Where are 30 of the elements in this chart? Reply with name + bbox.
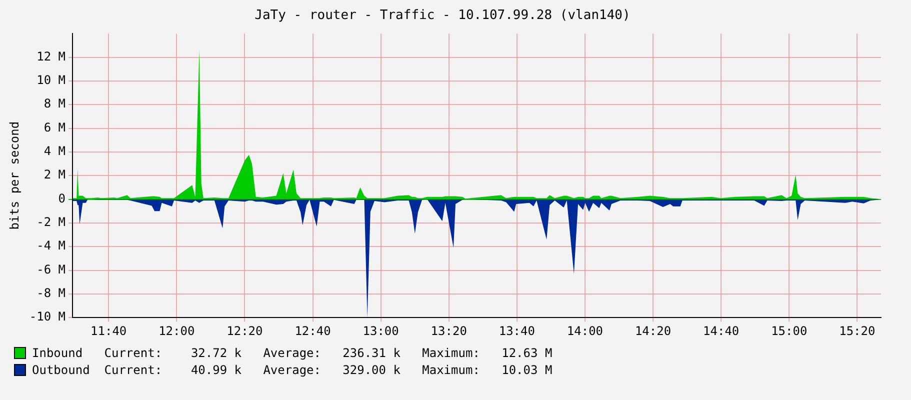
y-tick-label: -8 M	[36, 286, 66, 300]
x-tick-label: 14:20	[634, 324, 672, 338]
x-tick-label: 12:40	[294, 324, 331, 338]
y-tick-label: 12 M	[36, 49, 66, 64]
x-tick-label: 13:20	[430, 324, 467, 338]
y-tick-label: -6 M	[36, 262, 66, 276]
x-tick-label: 12:00	[158, 324, 195, 338]
x-tick-label: 14:40	[703, 324, 740, 338]
legend-label: Outbound	[32, 362, 91, 376]
x-tick-label: 14:00	[566, 324, 604, 338]
x-tick-label: 13:00	[362, 324, 399, 338]
y-axis-title: bits per second	[7, 121, 22, 230]
x-tick-label: 15:00	[771, 324, 808, 338]
y-tick-label: 8 M	[44, 96, 66, 111]
y-tick-label: 2 M	[44, 168, 66, 182]
y-tick-label: 4 M	[44, 144, 66, 158]
chart-title: JaTy - router - Traffic - 10.107.99.28 (vlan140)	[254, 8, 630, 24]
x-tick-label: 11:40	[90, 324, 127, 338]
y-tick-label: 0	[58, 191, 66, 206]
y-tick-label: 6 M	[44, 120, 66, 134]
text: Current: 32.72 k Average: 236.31 k Maximum: 12.63 M	[104, 346, 552, 360]
y-tick-label: -4 M	[36, 238, 66, 253]
x-tick-label: 12:20	[226, 324, 263, 338]
y-tick-label: -10 M	[29, 310, 66, 324]
y-tick-label: 10 M	[36, 73, 66, 88]
legend-label: Inbound	[32, 346, 84, 360]
x-tick-label: 13:40	[498, 324, 535, 338]
text: Current: 40.99 k Average: 329.00 k Maximum: 10.03 M	[104, 362, 552, 376]
x-tick-label: 15:20	[839, 324, 876, 338]
y-tick-label: -2 M	[36, 215, 66, 230]
